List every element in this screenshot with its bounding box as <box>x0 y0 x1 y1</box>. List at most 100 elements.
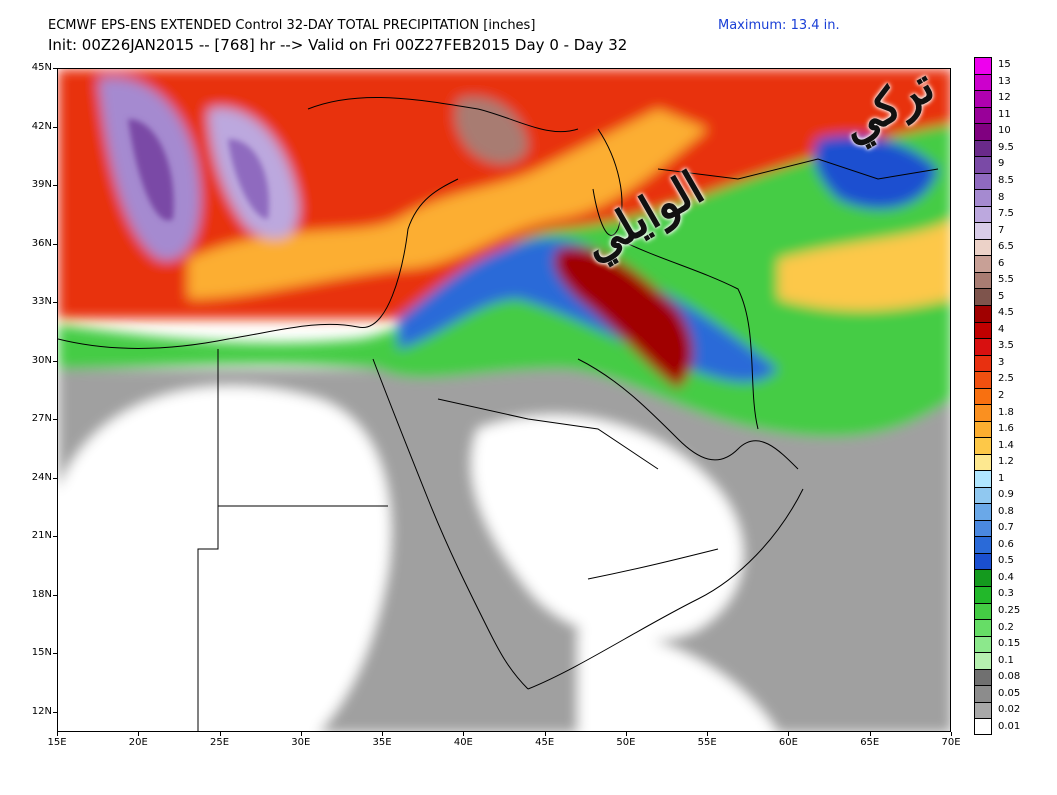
colorbar-label: 1.4 <box>998 439 1014 451</box>
lon-label: 65E <box>860 737 880 748</box>
colorbar-swatch <box>974 106 992 124</box>
colorbar-swatch <box>974 635 992 653</box>
colorbar-swatch <box>974 371 992 388</box>
colorbar-swatch <box>974 189 992 206</box>
precipitation-field <box>58 69 950 731</box>
lon-label: 20E <box>128 737 148 748</box>
lon-tick <box>544 732 546 736</box>
lat-label: 36N <box>31 237 52 249</box>
lon-label: 50E <box>616 737 636 748</box>
colorbar-swatch <box>974 288 992 305</box>
lon-tick <box>382 732 384 736</box>
colorbar-swatch <box>974 255 992 272</box>
colorbar-label: 10 <box>998 125 1011 137</box>
lon-tick <box>869 732 871 736</box>
colorbar-swatch <box>974 685 992 702</box>
border-saudi <box>437 398 659 470</box>
colorbar-swatch <box>974 552 992 570</box>
colorbar-label: 0.1 <box>998 654 1014 666</box>
colorbar-label: 7.5 <box>998 208 1014 220</box>
colorbar-label: 3 <box>998 356 1005 368</box>
colorbar-label: 0.25 <box>998 604 1021 616</box>
coastline-red-sea <box>372 358 529 690</box>
dry-region-sea <box>578 629 777 731</box>
lat-tick <box>53 68 57 69</box>
coastline-gulf <box>577 358 799 470</box>
lat-tick <box>53 302 57 304</box>
border-iran <box>617 238 759 430</box>
colorbar-label: 2 <box>998 390 1005 401</box>
colorbar-swatch <box>974 536 992 553</box>
coastline-black-sea <box>307 96 579 133</box>
blue-patch-ne <box>814 135 938 209</box>
lon-tick <box>300 732 302 736</box>
colorbar-swatch <box>974 73 992 91</box>
lat-tick <box>53 594 57 596</box>
lat-label: 18N <box>31 588 52 600</box>
colorbar-swatch <box>974 321 992 339</box>
lon-label: 35E <box>372 737 392 748</box>
colorbar-swatch <box>974 172 992 190</box>
lat-label: 15N <box>31 647 52 659</box>
lon-tick <box>625 732 627 736</box>
colorbar-label: 0.7 <box>998 522 1014 534</box>
colorbar-swatch <box>974 619 992 636</box>
border-yemen <box>587 548 719 580</box>
colorbar-label: 15 <box>998 59 1011 71</box>
lon-label: 45E <box>535 737 555 748</box>
lon-tick <box>463 732 465 736</box>
colorbar-swatch <box>974 338 992 355</box>
colorbar-label: 0.9 <box>998 489 1014 501</box>
lat-tick <box>53 653 57 655</box>
lat-tick <box>53 360 57 362</box>
colorbar-label: 0.01 <box>998 720 1021 732</box>
colorbar-swatch <box>974 222 992 239</box>
colorbar-label: 1.2 <box>998 456 1014 468</box>
colorbar-swatch <box>974 420 992 438</box>
orange-belt-east <box>778 220 950 311</box>
lon-tick <box>138 732 140 736</box>
colorbar-swatch <box>974 238 992 256</box>
colorbar-swatch <box>974 123 992 140</box>
colorbar-label: 0.15 <box>998 638 1021 650</box>
dry-region-africa <box>58 386 391 731</box>
colorbar-swatch <box>974 90 992 107</box>
border-egypt-libya <box>197 349 219 731</box>
lat-label: 21N <box>31 530 52 542</box>
lon-label: 30E <box>291 737 311 748</box>
colorbar-swatch <box>974 453 992 471</box>
title-line1: ECMWF EPS-ENS EXTENDED Control 32-DAY TO… <box>48 18 536 33</box>
colorbar-label: 0.6 <box>998 538 1014 550</box>
colorbar-label: 1.8 <box>998 406 1014 418</box>
colorbar-swatch <box>974 139 992 157</box>
orange-belt-north <box>188 109 708 299</box>
lat-label: 12N <box>31 706 52 717</box>
colorbar-swatch <box>974 586 992 603</box>
colorbar-swatch <box>974 602 992 620</box>
colorbar-label: 5.5 <box>998 274 1014 286</box>
colorbar-swatch <box>974 470 992 487</box>
coastline-arabia-south <box>527 488 804 690</box>
colorbar-label: 9.5 <box>998 141 1014 153</box>
lat-label: 45N <box>31 62 52 73</box>
lat-label: 42N <box>31 120 52 132</box>
colorbar-swatch <box>974 569 992 586</box>
lon-label: 25E <box>210 737 230 748</box>
colorbar-label: 0.02 <box>998 704 1021 716</box>
colorbar-swatch <box>974 668 992 686</box>
lat-tick <box>53 126 57 128</box>
colorbar-label: 6 <box>998 257 1005 269</box>
colorbar-swatch <box>974 519 992 537</box>
colorbar-label: 3.5 <box>998 340 1014 352</box>
lat-tick <box>53 712 57 713</box>
lon-label: 15E <box>47 737 67 748</box>
colorbar <box>974 57 992 735</box>
lon-tick <box>219 732 221 736</box>
lon-label: 55E <box>697 737 717 748</box>
colorbar-label: 0.2 <box>998 621 1014 633</box>
lat-tick <box>53 477 57 479</box>
colorbar-swatch <box>974 387 992 405</box>
precip-max-turkey <box>455 97 528 164</box>
lon-label: 40E <box>453 737 473 748</box>
colorbar-label: 5 <box>998 290 1005 302</box>
